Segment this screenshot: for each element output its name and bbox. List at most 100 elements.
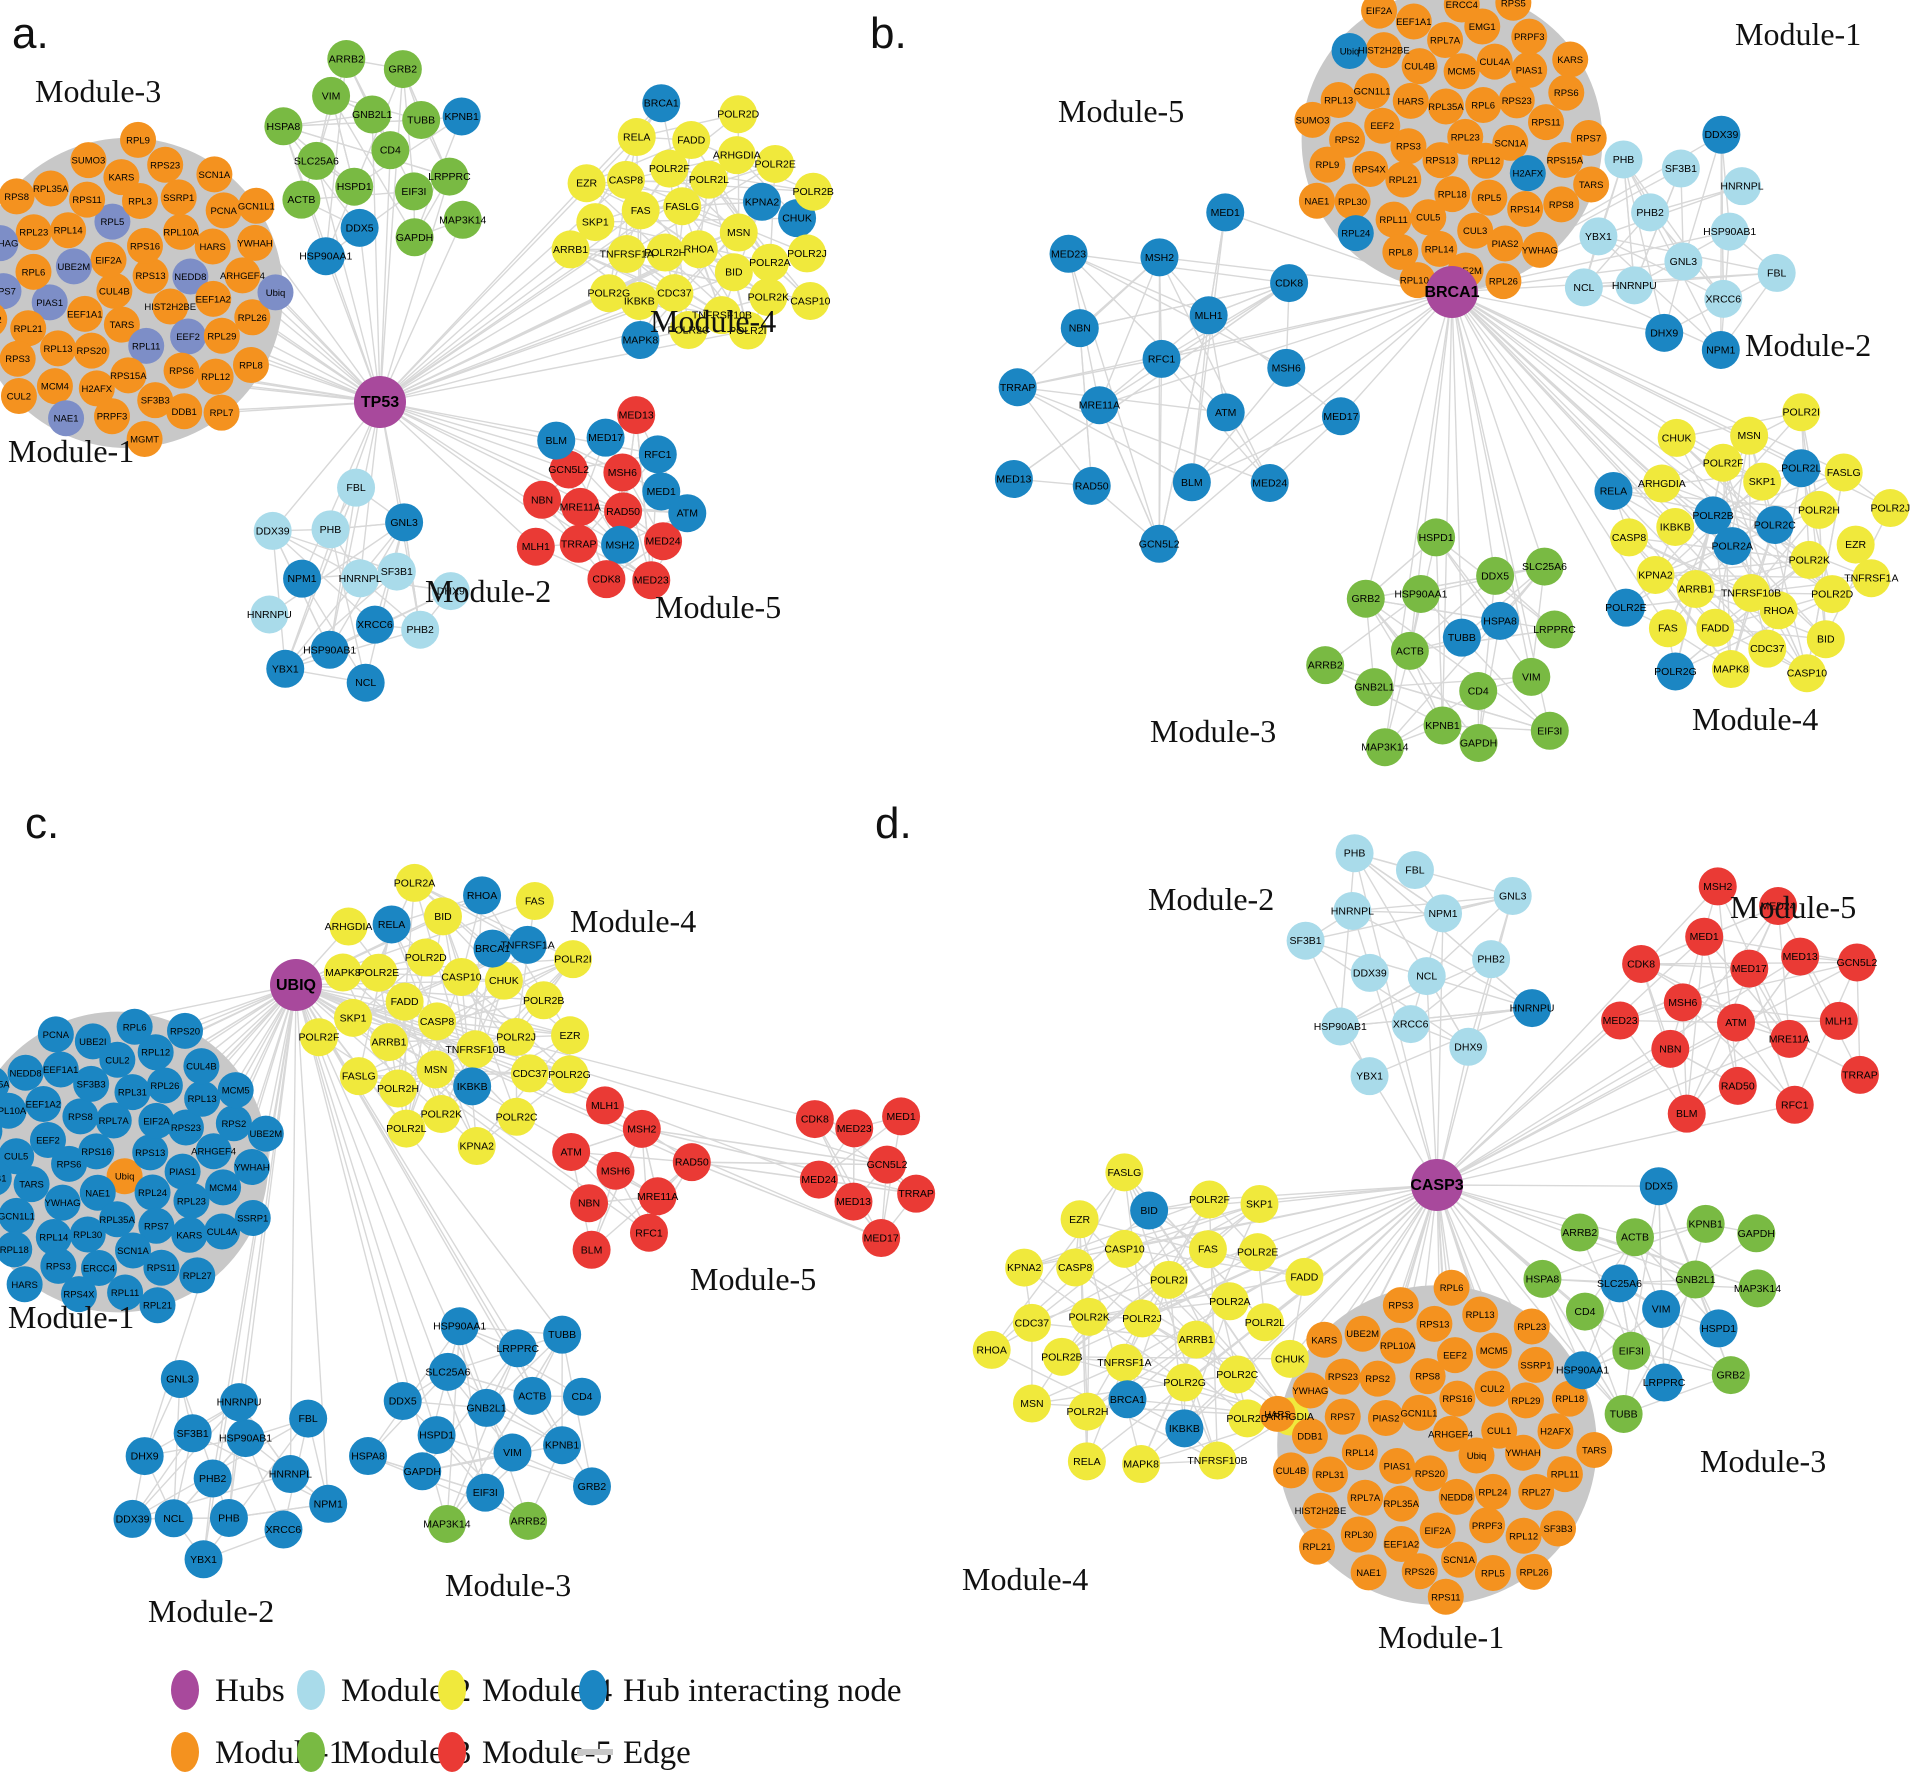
node-VIM (1642, 1290, 1681, 1329)
node-GNB2L1 (467, 1388, 506, 1427)
node-RPL35A (1427, 88, 1464, 125)
node-label: RPS11 (1431, 1592, 1460, 1603)
node-label: HSP90AA1 (299, 251, 352, 263)
node-label: ATM (1215, 407, 1236, 419)
node-label: MED24 (801, 1174, 836, 1186)
node-ATM (552, 1132, 591, 1171)
legend-item-edge: Edge (577, 1735, 691, 1771)
node-label: ARHGDIA (1266, 1411, 1314, 1423)
node-label: EIF2A (1424, 1526, 1451, 1537)
node-RPS2 (1359, 1360, 1396, 1397)
node-SLC25A6 (1525, 547, 1564, 586)
node-label: SLC25A6 (294, 155, 339, 167)
node-CUL1 (1481, 1412, 1518, 1449)
node-label: RPS6 (1554, 88, 1579, 99)
node-label: GCN1L1 (1354, 87, 1391, 98)
node-label: RPL26 (1489, 277, 1518, 288)
node-label: RPS7 (0, 287, 16, 298)
node-label: GNB2L1 (1354, 682, 1394, 694)
node-label: H2AFX (1540, 1427, 1571, 1438)
node-label: EIF2A (1366, 6, 1393, 17)
node-label: SKP1 (1749, 476, 1776, 488)
node-label: ARHGEF4 (220, 271, 265, 282)
node-MCM5 (217, 1072, 254, 1109)
node-POLR2K (749, 278, 788, 317)
node-label: SCN1A (1495, 138, 1527, 149)
node-label: MAP3K14 (1361, 742, 1408, 754)
node-RPL13 (40, 330, 77, 367)
node-label: HNRNPU (1510, 1003, 1555, 1015)
node-RPS2 (0, 304, 8, 334)
node-RPS26 (1401, 1553, 1438, 1590)
node-label: ACTB (518, 1390, 546, 1402)
node-MED1 (642, 472, 681, 511)
node-label: POLR2J (1122, 1313, 1162, 1325)
node-label: ARHGEF4 (1428, 1429, 1473, 1440)
node-label: NPM1 (1428, 908, 1457, 920)
node-label: POLR2G (588, 288, 631, 300)
node-EEF1A1 (66, 295, 103, 332)
legend-label: Module-1 (215, 1735, 345, 1771)
node-NPM1 (1424, 894, 1463, 933)
node-label: TNFRSF10B (692, 310, 752, 322)
node-ARRB2 (509, 1501, 548, 1540)
node-MSN (1730, 416, 1769, 455)
node-IKBKB (453, 1067, 492, 1106)
node-label: POLR2A (1712, 541, 1753, 553)
node-FASLG (339, 1057, 378, 1096)
node-label: NCL (1416, 971, 1437, 983)
node-label: RPL30 (1344, 1530, 1373, 1541)
node-label: RPS13 (136, 271, 166, 282)
node-label: MSN (424, 1064, 447, 1076)
node-label: RPL31 (1316, 1470, 1345, 1481)
node-POLR2E (756, 144, 795, 183)
node-label: EIF2A (95, 255, 122, 266)
node-label: EZR (560, 1030, 581, 1042)
node-label: RPL35A (99, 1215, 135, 1226)
node-label: TUBB (548, 1329, 576, 1341)
node-CDC37 (655, 274, 694, 313)
node-label: CASP8 (420, 1016, 455, 1028)
node-PHB (311, 510, 350, 549)
node-Ubiq (106, 1158, 143, 1195)
node-TNFRSF1A (508, 925, 547, 964)
node-PHB (1335, 834, 1374, 873)
node-MED23 (632, 561, 671, 600)
node-label: RPL27 (1522, 1488, 1551, 1499)
node-label: NBN (1069, 323, 1091, 335)
node-label: BID (1140, 1205, 1158, 1217)
node-MCM5 (1443, 53, 1480, 90)
node-label: TNFRSF1A (600, 249, 654, 261)
node-ARRB2 (327, 40, 366, 79)
node-label: CD4 (571, 1391, 592, 1403)
node-label: MRE11A (637, 1191, 678, 1203)
node-label: FAS (1658, 623, 1678, 635)
node-label: NAE1 (54, 414, 79, 425)
node-FADD (1285, 1257, 1324, 1296)
node-label: NPM1 (1706, 344, 1735, 356)
node-label: RPS13 (135, 1148, 165, 1159)
node-label: RPL27 (183, 1271, 212, 1282)
node-BID (423, 897, 462, 936)
node-label: HIST2H2BE (1295, 1506, 1347, 1517)
node-YWHAH (233, 1148, 270, 1185)
node-RPS3 (0, 340, 36, 377)
node-PHB2 (193, 1459, 232, 1498)
node-RPL14 (35, 1219, 72, 1256)
node-RPL23 (1447, 118, 1484, 155)
node-label: CUL5 (4, 1152, 28, 1163)
node-label: POLR2J (787, 248, 827, 260)
node-POLR2H (1068, 1392, 1107, 1431)
node-DDX5 (340, 208, 379, 247)
node-PHB2 (1472, 940, 1511, 979)
node-POLR2J (1871, 489, 1910, 528)
node-MSN (416, 1050, 455, 1089)
panel-letter: c. (25, 799, 59, 848)
node-POLR2G (589, 274, 628, 313)
node-MSH2 (1140, 238, 1179, 277)
node-label: SF3B1 (1665, 163, 1697, 175)
node-label: BRCA1 (644, 98, 679, 110)
node-CDC37 (1012, 1303, 1051, 1342)
node-label: KARS (176, 1230, 202, 1241)
node-label: EEF2 (1370, 121, 1394, 132)
